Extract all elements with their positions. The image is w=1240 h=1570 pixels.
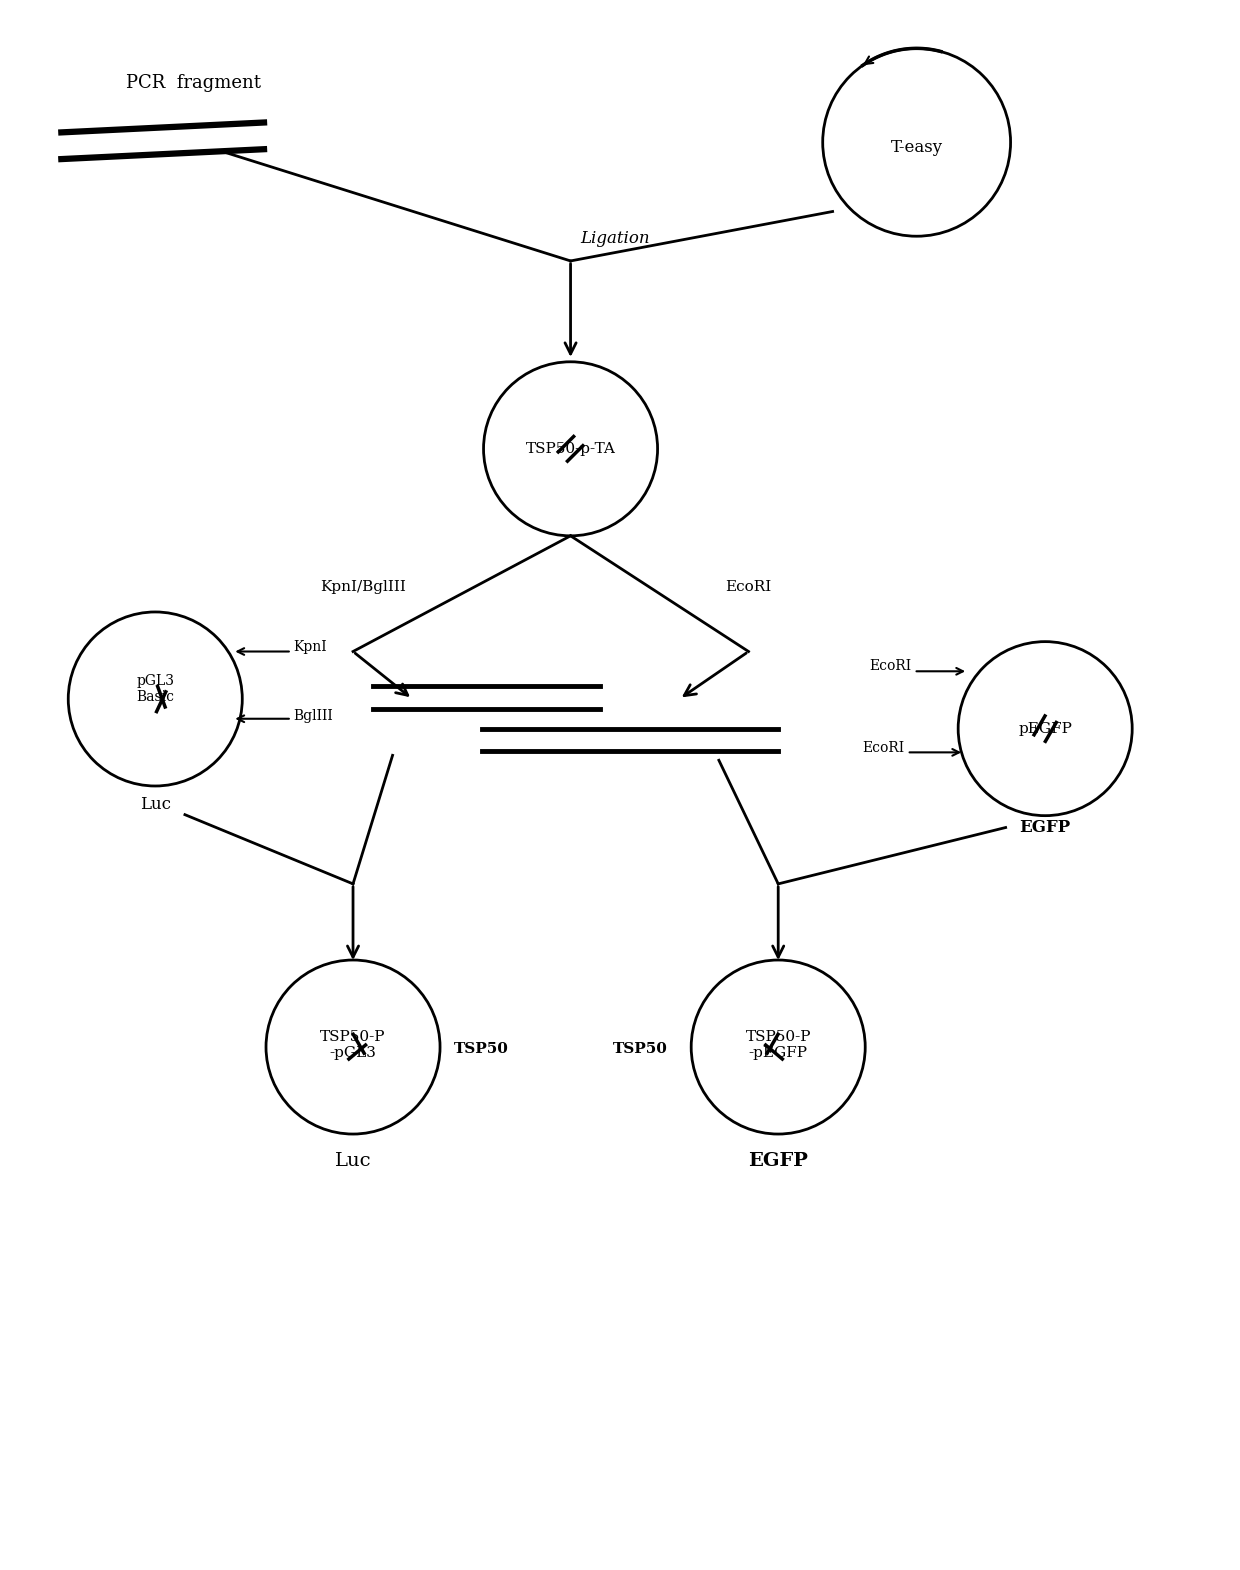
Text: TSP50: TSP50 bbox=[454, 1042, 508, 1057]
Circle shape bbox=[822, 49, 1011, 236]
Circle shape bbox=[267, 959, 440, 1134]
Text: Luc: Luc bbox=[140, 796, 171, 813]
Text: EcoRI: EcoRI bbox=[863, 741, 905, 755]
Text: TSP50-P
-pEGFP: TSP50-P -pEGFP bbox=[745, 1030, 811, 1060]
Text: TSP50-p-TA: TSP50-p-TA bbox=[526, 441, 615, 455]
Circle shape bbox=[691, 959, 866, 1134]
Text: T-easy: T-easy bbox=[890, 138, 942, 155]
Text: pGL3
Basic: pGL3 Basic bbox=[136, 674, 175, 705]
Text: KpnI: KpnI bbox=[294, 639, 327, 653]
Text: TSP50: TSP50 bbox=[613, 1042, 667, 1057]
Circle shape bbox=[68, 612, 242, 787]
Text: EcoRI: EcoRI bbox=[869, 659, 911, 674]
Text: TSP50-P
-pGL3: TSP50-P -pGL3 bbox=[320, 1030, 386, 1060]
Text: EcoRI: EcoRI bbox=[725, 581, 771, 593]
Text: Luc: Luc bbox=[335, 1152, 371, 1170]
Text: Ligation: Ligation bbox=[580, 229, 650, 246]
Text: PCR  fragment: PCR fragment bbox=[125, 74, 260, 93]
Text: EGFP: EGFP bbox=[1019, 820, 1071, 835]
Text: BglIII: BglIII bbox=[294, 708, 334, 722]
Circle shape bbox=[484, 361, 657, 535]
Text: pEGFP: pEGFP bbox=[1018, 722, 1073, 736]
Text: KpnI/BglIII: KpnI/BglIII bbox=[320, 581, 405, 593]
Text: EGFP: EGFP bbox=[748, 1152, 808, 1170]
Circle shape bbox=[959, 642, 1132, 816]
